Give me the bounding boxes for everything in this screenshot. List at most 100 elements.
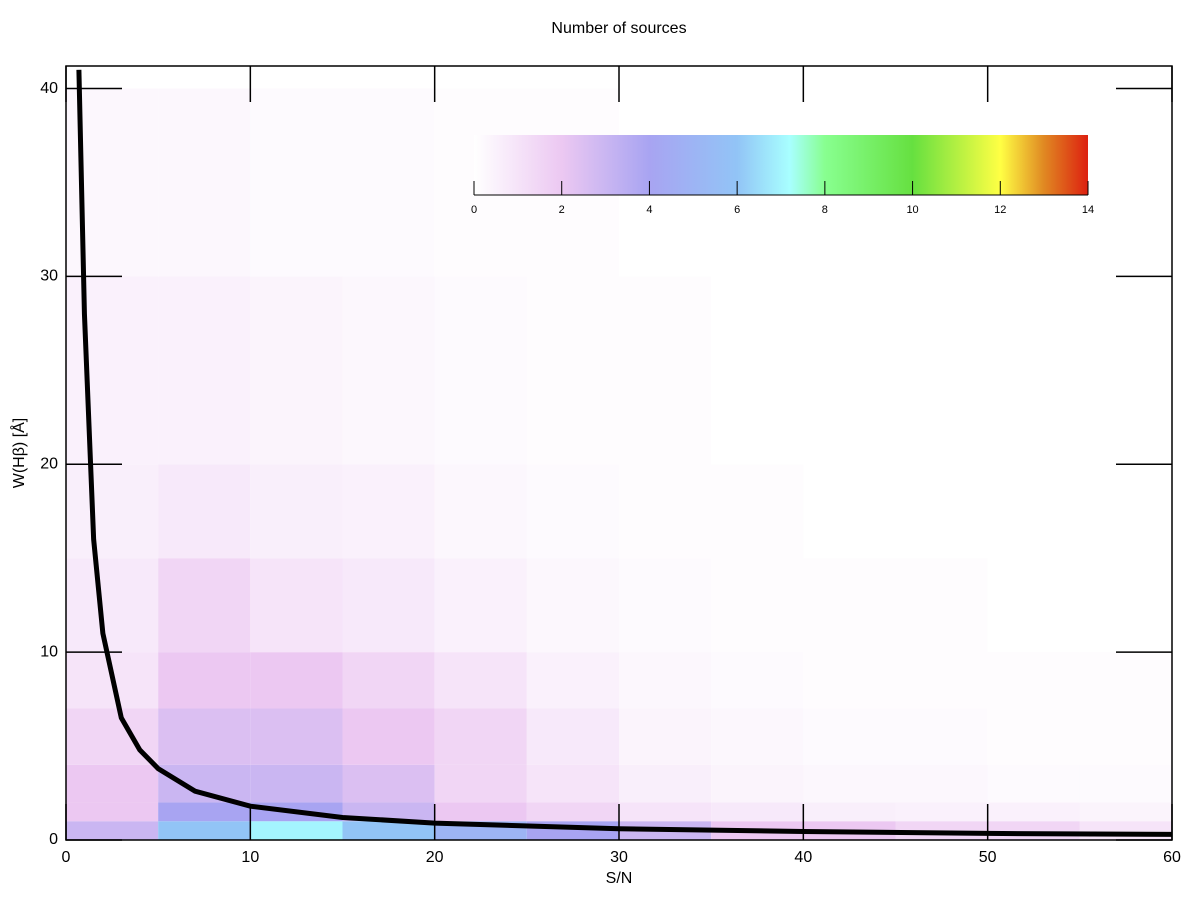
density-cell [1079, 821, 1172, 840]
density-cell [342, 652, 435, 709]
density-cell [987, 276, 1080, 465]
density-cell [526, 276, 619, 465]
density-cell [987, 802, 1080, 822]
density-cell [434, 276, 527, 465]
density-cell [1079, 558, 1172, 653]
density-cell [526, 802, 619, 822]
colorbar-tick-label: 10 [906, 204, 918, 216]
density-cell [1079, 802, 1172, 822]
chart-title: Number of sources [551, 20, 686, 37]
colorbar-tick-label: 8 [822, 204, 828, 216]
density-cell [987, 464, 1080, 559]
density-cell [1079, 464, 1172, 559]
x-tick-label: 30 [610, 849, 628, 866]
density-cell [1079, 652, 1172, 709]
density-cell [619, 802, 712, 822]
density-cell [342, 558, 435, 653]
density-cell [803, 558, 896, 653]
y-tick-label: 20 [40, 455, 58, 472]
density-cell [250, 652, 343, 709]
y-tick-label: 0 [49, 831, 58, 848]
y-tick-label: 30 [40, 268, 58, 285]
density-cell [711, 652, 804, 709]
density-cell [66, 276, 159, 465]
density-cell [250, 88, 343, 277]
colorbar-tick-label: 0 [471, 204, 477, 216]
density-cell [342, 708, 435, 765]
density-cell [158, 652, 251, 709]
density-cell [66, 821, 159, 840]
density-cell [803, 708, 896, 765]
density-cell [1079, 764, 1172, 803]
density-cell [711, 708, 804, 765]
density-cell [803, 652, 896, 709]
density-cell [1079, 708, 1172, 765]
density-cell [250, 821, 343, 840]
density-cell [711, 764, 804, 803]
colorbar-tick-label: 2 [559, 204, 565, 216]
density-cell [250, 708, 343, 765]
x-tick-label: 40 [794, 849, 812, 866]
density-cell [895, 558, 988, 653]
density-cell [619, 652, 712, 709]
x-tick-label: 20 [426, 849, 444, 866]
density-cell [342, 276, 435, 465]
density-cell [619, 558, 712, 653]
density-cell [711, 464, 804, 559]
x-tick-label: 10 [241, 849, 259, 866]
density-cell [342, 464, 435, 559]
density-cell [895, 802, 988, 822]
density-cell [158, 802, 251, 822]
y-tick-label: 40 [40, 80, 58, 97]
density-cell [434, 764, 527, 803]
density-cell [987, 821, 1080, 840]
density-cell [895, 764, 988, 803]
density-cell [711, 276, 804, 465]
threshold-curve [76, 69, 1172, 837]
density-cell [895, 652, 988, 709]
x-axis-label: S/N [606, 870, 633, 887]
density-cell [711, 558, 804, 653]
density-cell [987, 652, 1080, 709]
density-cell [526, 764, 619, 803]
density-cell [895, 708, 988, 765]
colorbar-tick-label: 6 [734, 204, 740, 216]
density-cell [1079, 276, 1172, 465]
density-cell [526, 558, 619, 653]
density-cell [250, 764, 343, 803]
density-cell [1079, 88, 1172, 277]
y-axis-label: W(Hβ) [Å] [9, 418, 28, 489]
density-cell [342, 88, 435, 277]
density-cell [619, 276, 712, 465]
density-cell [250, 558, 343, 653]
density-cell [342, 821, 435, 840]
density-cell [711, 802, 804, 822]
density-cell [619, 764, 712, 803]
density-cell [66, 802, 159, 822]
density-cell [66, 464, 159, 559]
density-cell [158, 276, 251, 465]
density-cell [434, 652, 527, 709]
density-cell [434, 802, 527, 822]
density-cell [434, 708, 527, 765]
density-cell [250, 464, 343, 559]
density-cell [803, 802, 896, 822]
density-cell [158, 708, 251, 765]
density-cell [803, 276, 896, 465]
density-cell [895, 464, 988, 559]
density-cell [158, 88, 251, 277]
colorbar [474, 135, 1088, 195]
density-cell [434, 464, 527, 559]
x-tick-label: 50 [979, 849, 997, 866]
density-cell [158, 558, 251, 653]
density-cell [526, 708, 619, 765]
y-tick-label: 10 [40, 643, 58, 660]
density-cell [434, 558, 527, 653]
colorbar-tick-label: 4 [646, 204, 652, 216]
density-cell [158, 464, 251, 559]
density-cell [619, 708, 712, 765]
density-cell [803, 464, 896, 559]
colorbar-tick-label: 12 [994, 204, 1006, 216]
density-cell [250, 276, 343, 465]
